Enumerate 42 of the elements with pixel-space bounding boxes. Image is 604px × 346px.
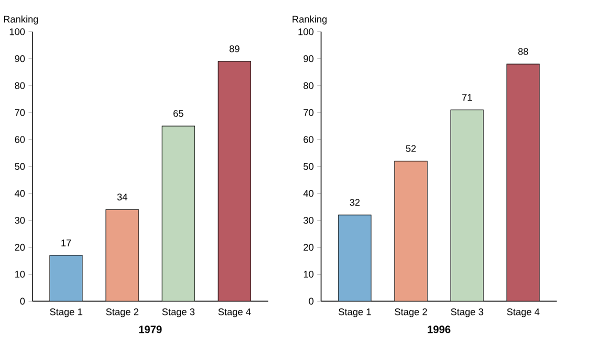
y-tick-label: 90 <box>304 55 314 62</box>
data-label: 89 <box>230 45 240 52</box>
x-tick-label: Stage 3 <box>162 308 195 317</box>
data-label: 71 <box>462 94 472 101</box>
y-tick-label: 100 <box>298 28 314 35</box>
data-label: 88 <box>518 48 528 55</box>
y-tick-label: 10 <box>15 270 25 278</box>
y-tick-label: 60 <box>14 136 25 143</box>
x-tick-label: Stage 1 <box>338 308 371 317</box>
y-tick-label: 80 <box>304 82 314 89</box>
x-tick-label: Stage 2 <box>394 308 427 317</box>
x-tick-label: Stage 1 <box>50 308 82 317</box>
y-tick-label: 20 <box>304 244 314 250</box>
y-tick-label: 40 <box>14 190 25 197</box>
x-tick-label: Stage 4 <box>507 308 540 317</box>
y-axis-title: Ranking <box>4 15 38 24</box>
x-tick-label: Stage 4 <box>218 308 251 317</box>
y-tick-label: 30 <box>14 216 25 224</box>
data-label: 65 <box>174 110 184 117</box>
x-axis-title: 1996 <box>428 325 450 333</box>
y-tick-label: 10 <box>304 270 314 278</box>
y-tick-label: 70 <box>304 108 314 116</box>
y-tick-label: 80 <box>14 82 25 89</box>
data-label: 34 <box>117 193 128 200</box>
y-tick-label: 40 <box>303 190 314 197</box>
y-tick-label: 70 <box>14 108 25 116</box>
y-tick-label: 100 <box>10 28 25 35</box>
y-tick-label: 50 <box>14 162 25 170</box>
y-tick-label: 90 <box>14 55 25 62</box>
y-axis-title: Ranking <box>292 15 327 24</box>
x-axis-title: 1979 <box>139 325 162 333</box>
y-tick-label: 60 <box>304 136 314 143</box>
y-tick-label: 30 <box>304 216 314 224</box>
y-tick-label: 0 <box>20 298 25 304</box>
data-label: 52 <box>406 144 416 152</box>
y-tick-label: 20 <box>14 244 25 250</box>
y-tick-label: 0 <box>308 298 314 304</box>
x-tick-label: Stage 3 <box>450 308 484 317</box>
data-label: 17 <box>61 239 71 246</box>
data-label: 32 <box>350 198 360 206</box>
x-tick-label: Stage 2 <box>106 308 138 317</box>
y-tick-label: 50 <box>304 162 314 170</box>
